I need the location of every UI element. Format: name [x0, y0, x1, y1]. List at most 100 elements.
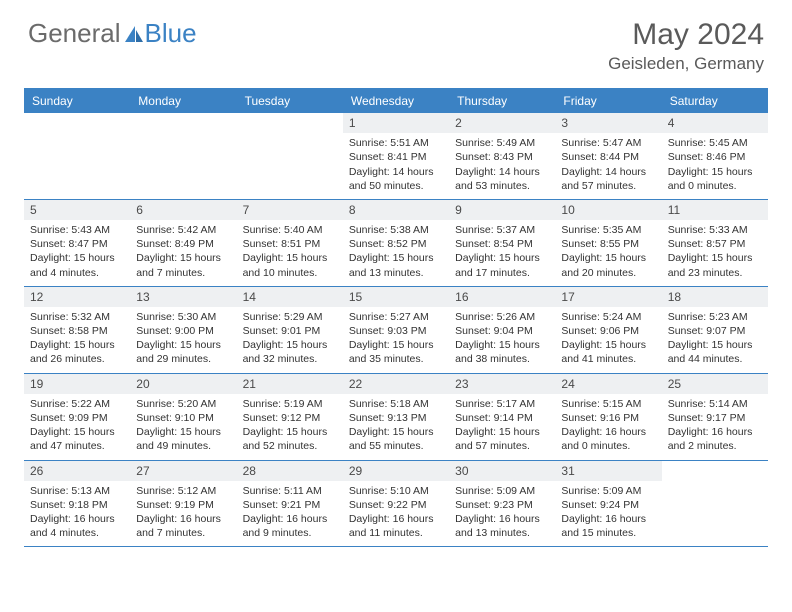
day-number: 7: [237, 200, 343, 220]
daylight-text: Daylight: 15 hours and 38 minutes.: [455, 338, 549, 366]
calendar-day: 11Sunrise: 5:33 AMSunset: 8:57 PMDayligh…: [662, 200, 768, 286]
calendar-week: 26Sunrise: 5:13 AMSunset: 9:18 PMDayligh…: [24, 461, 768, 548]
day-number: 22: [343, 374, 449, 394]
calendar-day: 9Sunrise: 5:37 AMSunset: 8:54 PMDaylight…: [449, 200, 555, 286]
sunrise-text: Sunrise: 5:26 AM: [455, 310, 549, 324]
sunrise-text: Sunrise: 5:32 AM: [30, 310, 124, 324]
calendar-day-empty: [130, 113, 236, 199]
weekday-header: Tuesday: [237, 90, 343, 113]
sunset-text: Sunset: 9:03 PM: [349, 324, 443, 338]
page-header: General Blue May 2024 Geisleden, Germany: [0, 0, 792, 82]
day-number: 19: [24, 374, 130, 394]
sunrise-text: Sunrise: 5:45 AM: [668, 136, 762, 150]
sunset-text: Sunset: 9:06 PM: [561, 324, 655, 338]
day-number: 3: [555, 113, 661, 133]
sunrise-text: Sunrise: 5:14 AM: [668, 397, 762, 411]
calendar-week: 12Sunrise: 5:32 AMSunset: 8:58 PMDayligh…: [24, 287, 768, 374]
daylight-text: Daylight: 15 hours and 26 minutes.: [30, 338, 124, 366]
brand-text-2: Blue: [145, 18, 197, 49]
calendar-day: 20Sunrise: 5:20 AMSunset: 9:10 PMDayligh…: [130, 374, 236, 460]
day-number: 23: [449, 374, 555, 394]
daylight-text: Daylight: 15 hours and 44 minutes.: [668, 338, 762, 366]
day-number: 14: [237, 287, 343, 307]
calendar-day-empty: [237, 113, 343, 199]
daylight-text: Daylight: 15 hours and 20 minutes.: [561, 251, 655, 279]
sunset-text: Sunset: 8:57 PM: [668, 237, 762, 251]
calendar-day: 7Sunrise: 5:40 AMSunset: 8:51 PMDaylight…: [237, 200, 343, 286]
calendar-body: 1Sunrise: 5:51 AMSunset: 8:41 PMDaylight…: [24, 113, 768, 547]
calendar-day: 21Sunrise: 5:19 AMSunset: 9:12 PMDayligh…: [237, 374, 343, 460]
sunrise-text: Sunrise: 5:29 AM: [243, 310, 337, 324]
sunset-text: Sunset: 9:01 PM: [243, 324, 337, 338]
weekday-header: Wednesday: [343, 90, 449, 113]
calendar-week: 5Sunrise: 5:43 AMSunset: 8:47 PMDaylight…: [24, 200, 768, 287]
sunset-text: Sunset: 9:23 PM: [455, 498, 549, 512]
sunset-text: Sunset: 8:46 PM: [668, 150, 762, 164]
weekday-header-row: SundayMondayTuesdayWednesdayThursdayFrid…: [24, 90, 768, 113]
daylight-text: Daylight: 16 hours and 13 minutes.: [455, 512, 549, 540]
weekday-header: Monday: [130, 90, 236, 113]
calendar-day: 22Sunrise: 5:18 AMSunset: 9:13 PMDayligh…: [343, 374, 449, 460]
sunrise-text: Sunrise: 5:30 AM: [136, 310, 230, 324]
calendar-day: 5Sunrise: 5:43 AMSunset: 8:47 PMDaylight…: [24, 200, 130, 286]
sunrise-text: Sunrise: 5:38 AM: [349, 223, 443, 237]
day-number: 17: [555, 287, 661, 307]
calendar-day: 23Sunrise: 5:17 AMSunset: 9:14 PMDayligh…: [449, 374, 555, 460]
calendar-day: 28Sunrise: 5:11 AMSunset: 9:21 PMDayligh…: [237, 461, 343, 547]
day-number: 18: [662, 287, 768, 307]
sunrise-text: Sunrise: 5:23 AM: [668, 310, 762, 324]
sunrise-text: Sunrise: 5:17 AM: [455, 397, 549, 411]
calendar-day: 24Sunrise: 5:15 AMSunset: 9:16 PMDayligh…: [555, 374, 661, 460]
daylight-text: Daylight: 15 hours and 29 minutes.: [136, 338, 230, 366]
sunrise-text: Sunrise: 5:12 AM: [136, 484, 230, 498]
calendar-day: 16Sunrise: 5:26 AMSunset: 9:04 PMDayligh…: [449, 287, 555, 373]
day-number: 2: [449, 113, 555, 133]
sunset-text: Sunset: 9:22 PM: [349, 498, 443, 512]
day-number: 1: [343, 113, 449, 133]
sunset-text: Sunset: 8:47 PM: [30, 237, 124, 251]
sunset-text: Sunset: 8:43 PM: [455, 150, 549, 164]
calendar: SundayMondayTuesdayWednesdayThursdayFrid…: [24, 88, 768, 547]
sunrise-text: Sunrise: 5:13 AM: [30, 484, 124, 498]
sunset-text: Sunset: 8:52 PM: [349, 237, 443, 251]
day-number: 24: [555, 374, 661, 394]
calendar-day: 30Sunrise: 5:09 AMSunset: 9:23 PMDayligh…: [449, 461, 555, 547]
daylight-text: Daylight: 16 hours and 9 minutes.: [243, 512, 337, 540]
weekday-header: Thursday: [449, 90, 555, 113]
month-title: May 2024: [608, 18, 764, 52]
sunrise-text: Sunrise: 5:22 AM: [30, 397, 124, 411]
sunset-text: Sunset: 9:19 PM: [136, 498, 230, 512]
day-number: 10: [555, 200, 661, 220]
sunset-text: Sunset: 8:41 PM: [349, 150, 443, 164]
calendar-day: 4Sunrise: 5:45 AMSunset: 8:46 PMDaylight…: [662, 113, 768, 199]
calendar-day-empty: [24, 113, 130, 199]
calendar-day: 25Sunrise: 5:14 AMSunset: 9:17 PMDayligh…: [662, 374, 768, 460]
sunrise-text: Sunrise: 5:19 AM: [243, 397, 337, 411]
sunset-text: Sunset: 8:55 PM: [561, 237, 655, 251]
calendar-day: 8Sunrise: 5:38 AMSunset: 8:52 PMDaylight…: [343, 200, 449, 286]
calendar-day: 13Sunrise: 5:30 AMSunset: 9:00 PMDayligh…: [130, 287, 236, 373]
calendar-day-empty: [662, 461, 768, 547]
calendar-week: 1Sunrise: 5:51 AMSunset: 8:41 PMDaylight…: [24, 113, 768, 200]
calendar-day: 14Sunrise: 5:29 AMSunset: 9:01 PMDayligh…: [237, 287, 343, 373]
day-number: 8: [343, 200, 449, 220]
calendar-day: 19Sunrise: 5:22 AMSunset: 9:09 PMDayligh…: [24, 374, 130, 460]
daylight-text: Daylight: 16 hours and 7 minutes.: [136, 512, 230, 540]
sunrise-text: Sunrise: 5:18 AM: [349, 397, 443, 411]
daylight-text: Daylight: 16 hours and 11 minutes.: [349, 512, 443, 540]
sunrise-text: Sunrise: 5:49 AM: [455, 136, 549, 150]
sunrise-text: Sunrise: 5:11 AM: [243, 484, 337, 498]
calendar-day: 18Sunrise: 5:23 AMSunset: 9:07 PMDayligh…: [662, 287, 768, 373]
sunset-text: Sunset: 9:12 PM: [243, 411, 337, 425]
day-number: 6: [130, 200, 236, 220]
calendar-day: 15Sunrise: 5:27 AMSunset: 9:03 PMDayligh…: [343, 287, 449, 373]
sunrise-text: Sunrise: 5:15 AM: [561, 397, 655, 411]
calendar-day: 1Sunrise: 5:51 AMSunset: 8:41 PMDaylight…: [343, 113, 449, 199]
calendar-day: 2Sunrise: 5:49 AMSunset: 8:43 PMDaylight…: [449, 113, 555, 199]
day-number: 11: [662, 200, 768, 220]
daylight-text: Daylight: 14 hours and 57 minutes.: [561, 165, 655, 193]
day-number: 27: [130, 461, 236, 481]
day-number: 9: [449, 200, 555, 220]
day-number: 26: [24, 461, 130, 481]
day-number: 20: [130, 374, 236, 394]
